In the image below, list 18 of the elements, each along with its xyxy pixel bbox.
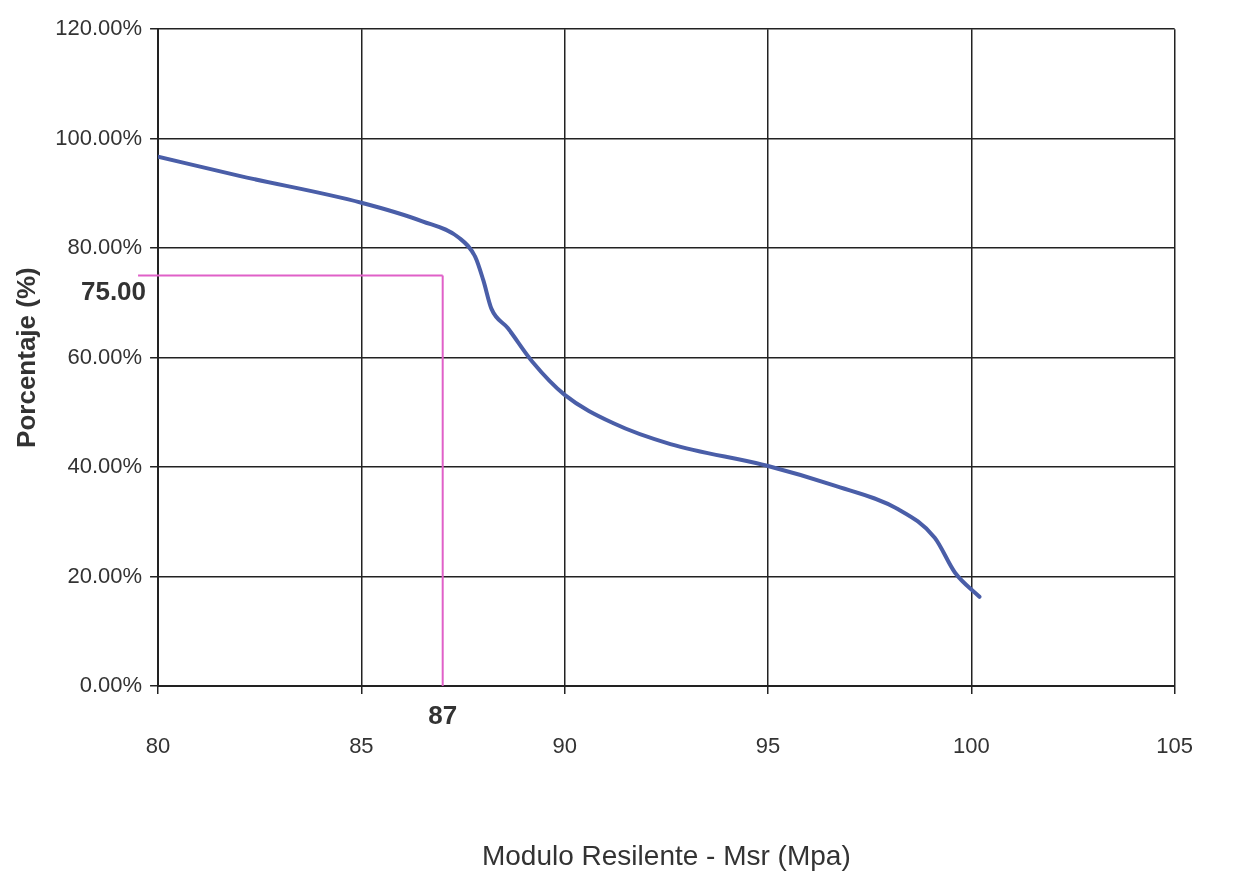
x-axis-title: Modulo Resilente - Msr (Mpa) <box>481 839 851 871</box>
y-tick-label: 0.00% <box>79 672 143 698</box>
x-tick-label: 90 <box>552 733 577 759</box>
ref-line-label: 87 <box>428 700 458 731</box>
ref-line-label: 75.00 <box>80 275 147 306</box>
y-tick-label: 80.00% <box>67 234 143 260</box>
y-tick-label: 40.00% <box>67 453 143 479</box>
y-axis-title: Porcentaje (%) <box>10 267 41 448</box>
line-series <box>158 154 982 599</box>
x-tick-label: 95 <box>755 733 781 759</box>
y-tick-label: 100.00% <box>55 124 143 150</box>
y-tick-label: 20.00% <box>67 562 143 588</box>
y-tick-label: 120.00% <box>55 15 143 41</box>
x-tick-label: 100 <box>952 733 990 759</box>
x-tick-label: 80 <box>145 733 171 759</box>
y-tick-label: 60.00% <box>67 343 143 369</box>
x-tick-label: 85 <box>349 733 374 759</box>
x-tick-label: 105 <box>1156 733 1194 759</box>
